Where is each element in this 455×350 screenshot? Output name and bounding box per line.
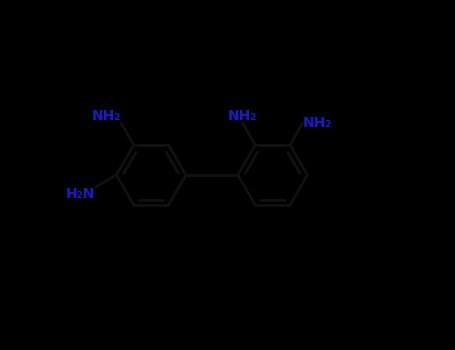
Text: H₂N: H₂N	[66, 188, 95, 202]
Text: NH₂: NH₂	[92, 109, 121, 123]
Text: NH₂: NH₂	[303, 116, 332, 130]
Text: NH₂: NH₂	[228, 109, 258, 123]
